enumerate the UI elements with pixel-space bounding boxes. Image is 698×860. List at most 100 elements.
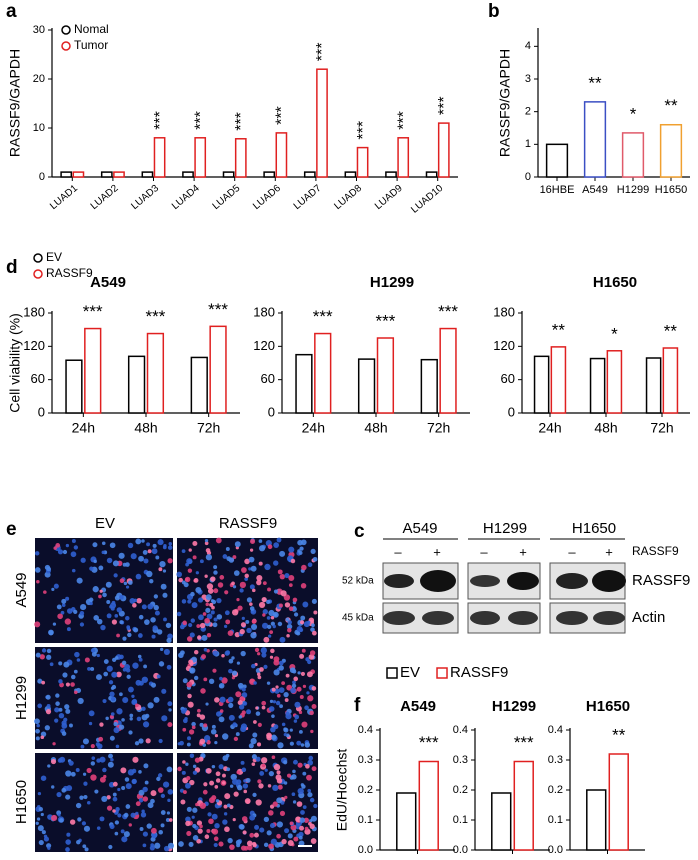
nucleus <box>273 724 279 730</box>
nucleus <box>287 839 294 847</box>
nucleus <box>186 830 192 836</box>
nucleus <box>192 764 197 769</box>
nucleus <box>138 798 144 803</box>
nucleus <box>269 823 276 829</box>
nucleus <box>62 549 68 555</box>
nucleus <box>160 583 167 590</box>
nucleus <box>311 623 315 628</box>
legend-marker <box>386 667 398 679</box>
nucleus <box>186 742 191 747</box>
nucleus <box>279 550 286 557</box>
nucleus <box>152 625 158 631</box>
nucleus <box>86 767 92 774</box>
nucleus <box>306 691 310 695</box>
nucleus <box>259 667 264 672</box>
nucleus <box>275 700 281 706</box>
nucleus <box>181 580 186 585</box>
nucleus <box>302 601 309 608</box>
nucleus <box>268 843 274 850</box>
nucleus <box>202 612 207 616</box>
nucleus <box>205 594 212 601</box>
nucleus <box>239 696 245 702</box>
nucleus <box>258 601 266 609</box>
nucleus <box>66 832 71 837</box>
nucleus <box>234 541 241 548</box>
nucleus <box>116 708 123 715</box>
y-tick-label: 0.0 <box>548 844 563 856</box>
nucleus <box>225 547 230 551</box>
nucleus <box>40 735 45 740</box>
panel-label: f <box>354 695 361 716</box>
nucleus <box>121 718 125 722</box>
nucleus <box>117 787 121 792</box>
nucleus <box>210 728 217 735</box>
nucleus <box>141 809 145 813</box>
bar <box>127 355 146 414</box>
nucleus <box>34 551 40 556</box>
nucleus <box>186 736 192 741</box>
nucleus <box>276 693 281 698</box>
nucleus <box>310 838 317 844</box>
nucleus <box>76 839 81 845</box>
nucleus <box>95 674 102 681</box>
x-tick-label: 72h <box>427 420 450 436</box>
nucleus <box>102 698 107 704</box>
nucleus <box>224 793 231 800</box>
nucleus <box>53 583 59 589</box>
nucleus <box>106 665 113 672</box>
nucleus <box>142 796 149 802</box>
nucleus <box>82 738 89 745</box>
nucleus <box>114 809 119 814</box>
nucleus <box>232 670 238 676</box>
y-tick-label: 0 <box>525 171 531 183</box>
nucleus <box>116 671 122 678</box>
nucleus <box>46 704 51 708</box>
nucleus <box>182 790 187 794</box>
nucleus <box>232 817 236 822</box>
nucleus <box>58 712 65 719</box>
nucleus <box>156 776 161 782</box>
marker-label: 45 kDa <box>342 613 374 624</box>
nucleus <box>214 697 220 703</box>
cell-line-label: H1299 <box>483 520 527 537</box>
nucleus <box>205 607 211 613</box>
nucleus <box>152 543 157 548</box>
nucleus <box>238 704 245 710</box>
nucleus <box>241 816 248 822</box>
bar <box>190 356 208 414</box>
nucleus <box>203 647 208 652</box>
nucleus <box>243 779 247 783</box>
nucleus <box>293 612 299 617</box>
nucleus <box>305 657 310 662</box>
nucleus <box>250 623 258 630</box>
nucleus <box>276 797 283 804</box>
nucleus <box>229 844 235 850</box>
nucleus <box>168 542 173 546</box>
bar <box>586 789 607 851</box>
nucleus <box>299 546 304 551</box>
nucleus <box>214 785 219 789</box>
nucleus <box>258 783 264 789</box>
nucleus <box>167 722 173 728</box>
nucleus <box>121 836 128 843</box>
nucleus <box>260 647 268 654</box>
nucleus <box>244 577 249 581</box>
nucleus <box>194 649 199 655</box>
nucleus <box>204 574 208 578</box>
nucleus <box>166 811 171 815</box>
nucleus <box>250 632 257 639</box>
nucleus <box>59 818 64 823</box>
nucleus <box>235 732 240 737</box>
bar <box>222 171 235 178</box>
protein-label: Actin <box>632 609 665 626</box>
nucleus <box>302 684 307 688</box>
nucleus <box>189 667 196 674</box>
nucleus <box>228 668 233 674</box>
nucleus <box>147 702 154 709</box>
nucleus <box>263 664 268 669</box>
lane-label: – <box>480 544 488 559</box>
nucleus <box>196 713 201 718</box>
nucleus <box>248 567 252 571</box>
annotation: ** <box>552 320 566 339</box>
nucleus <box>215 771 221 777</box>
